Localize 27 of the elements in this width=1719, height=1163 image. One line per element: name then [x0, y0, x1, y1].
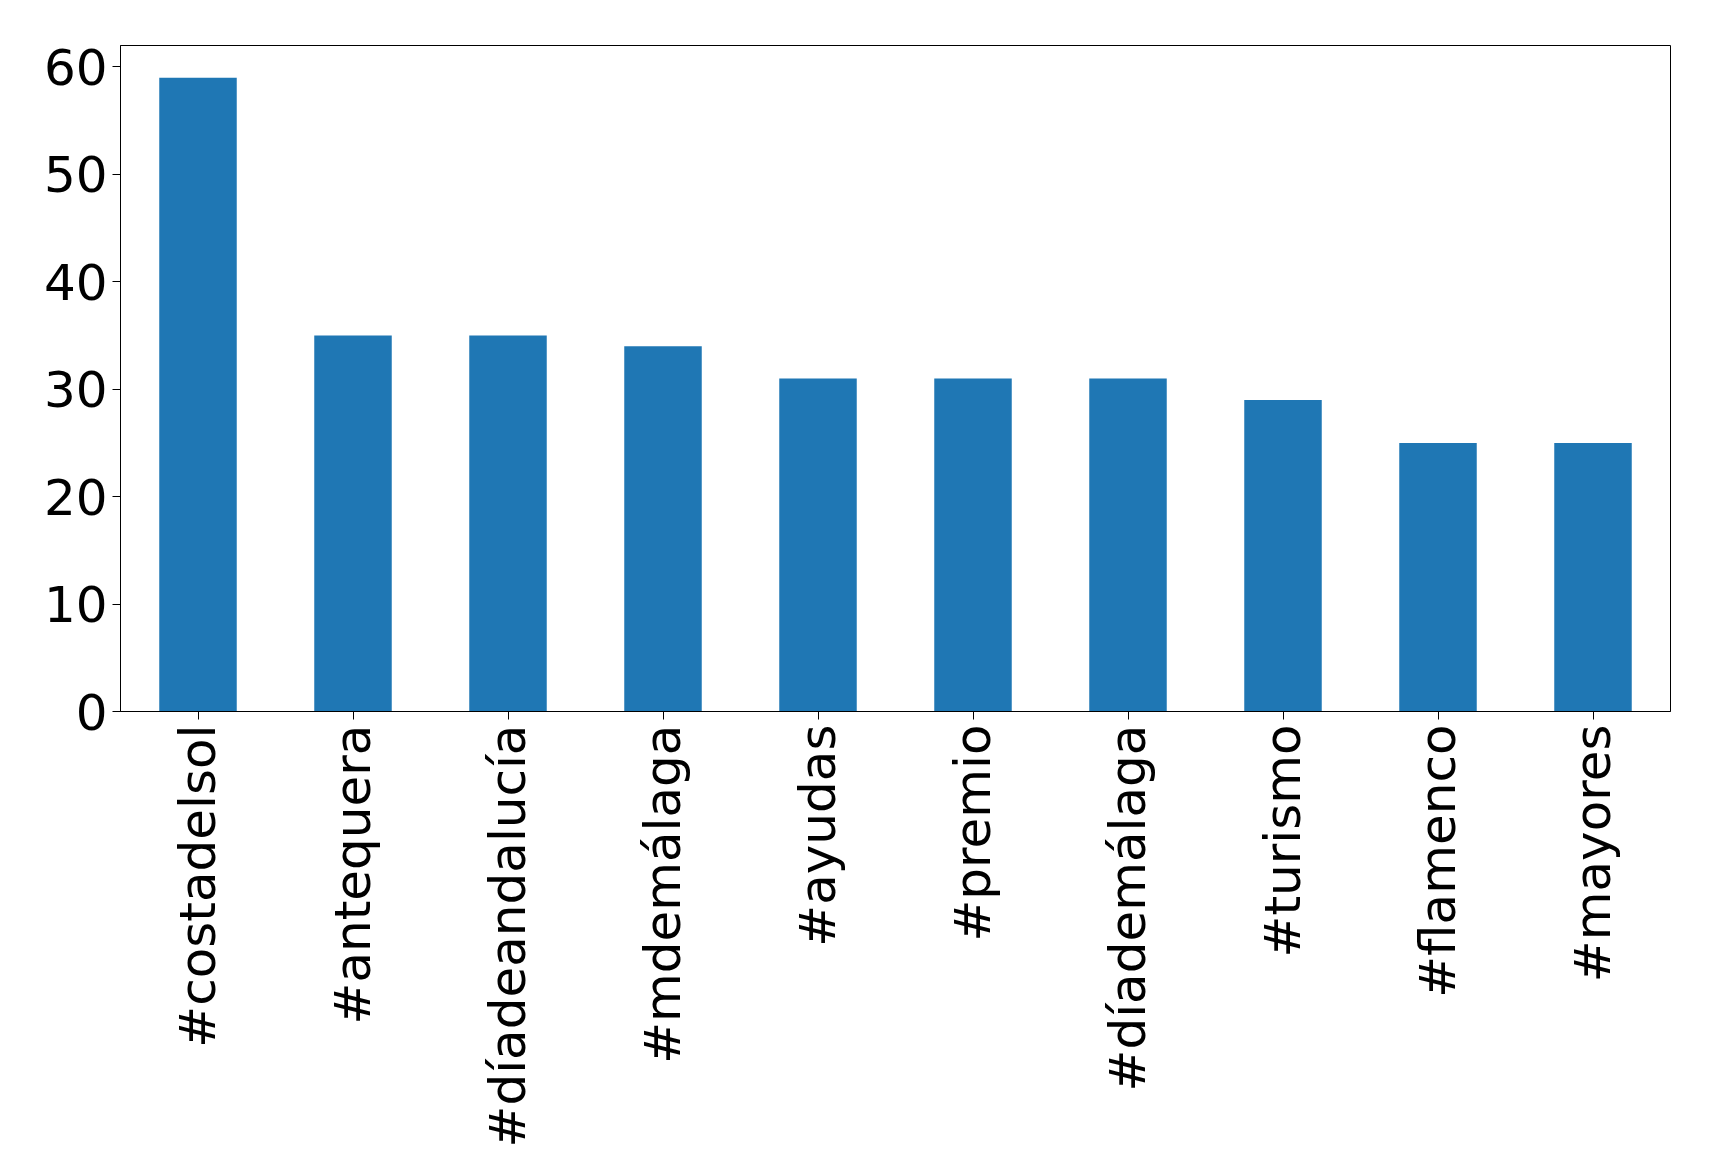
x-tick-label: #mayores [1564, 724, 1622, 983]
y-tick-label: 10 [43, 576, 108, 635]
y-tick-label: 30 [43, 361, 108, 420]
x-tick-label: #turismo [1254, 724, 1312, 958]
y-tick-label: 0 [75, 683, 108, 742]
x-tick-label: #díadeandalucía [479, 724, 537, 1148]
y-tick-label: 60 [43, 38, 108, 97]
x-tick-label: #costadelsol [169, 724, 227, 1048]
bar [1089, 378, 1167, 712]
bar [934, 378, 1012, 712]
x-tick-label: #premio [944, 724, 1002, 942]
y-tick-label: 20 [43, 468, 108, 527]
y-tick-label: 40 [43, 253, 108, 312]
bar [1244, 399, 1322, 712]
y-tick-label: 50 [43, 146, 108, 205]
bar [469, 335, 547, 712]
x-tick-label: #flamenco [1409, 724, 1467, 998]
x-tick-label: #antequera [324, 724, 382, 1025]
bar [1399, 442, 1477, 712]
x-tick-label: #ayudas [789, 724, 847, 947]
bar [159, 77, 237, 712]
x-tick-label: #mdemálaga [634, 724, 692, 1064]
bar [314, 335, 392, 712]
x-tick-label: #díademálaga [1099, 724, 1157, 1092]
bar [624, 346, 702, 712]
bar [1554, 442, 1632, 712]
bar [779, 378, 857, 712]
